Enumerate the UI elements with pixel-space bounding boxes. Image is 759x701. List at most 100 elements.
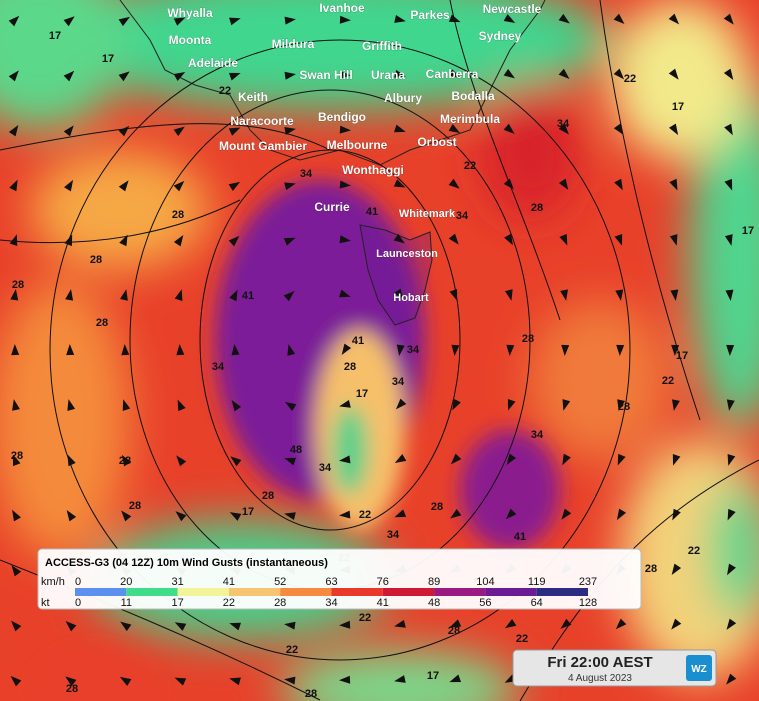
wind-arrow (284, 621, 296, 630)
wind-arrow (66, 510, 77, 522)
wind-arrow (339, 510, 351, 519)
wind-arrow (339, 399, 351, 408)
wind-arrow (668, 13, 680, 25)
wind-arrow (11, 565, 22, 577)
wind-arrow (503, 178, 514, 190)
wind-arrow (723, 68, 734, 81)
wind-arrow (724, 234, 733, 246)
wind-arrow (558, 68, 570, 79)
wind-arrow (284, 676, 296, 685)
wind-arrow (12, 399, 20, 411)
contour-label: 17 (49, 30, 61, 42)
place-label: Urana (371, 68, 405, 82)
wind-arrow (9, 179, 18, 192)
contour-label: 22 (464, 160, 476, 172)
legend-kt-label: 0 (75, 597, 81, 609)
wind-arrow (176, 455, 187, 467)
logo-box (686, 655, 712, 681)
wind-arrow (11, 344, 20, 356)
contour-label: 28 (645, 563, 657, 575)
wind-arrow (12, 454, 21, 467)
wind-arrow (562, 399, 571, 411)
wind-arrow (449, 288, 458, 301)
wind-arrow (617, 453, 626, 466)
contour-label: 34 (456, 210, 469, 222)
legend-kmh-label: 119 (528, 576, 546, 588)
place-label: Bodalla (451, 89, 495, 103)
wind-arrow (339, 675, 351, 684)
legend-kmh-label: 31 (171, 576, 183, 588)
place-labels: Whyalla Ivanhoe Parkes Newcastle Moonta Mildu… (167, 1, 542, 305)
legend-swatch (331, 588, 383, 596)
wind-arrow (177, 399, 186, 412)
contour-label: 48 (290, 444, 302, 456)
wind-arrow (394, 15, 406, 23)
wind-arrow (8, 15, 20, 27)
place-label: Canberra (426, 67, 479, 81)
wind-arrow (672, 453, 681, 466)
place-label: Merimbula (440, 112, 500, 126)
wind-arrow (121, 510, 132, 522)
wind-arrow (174, 622, 187, 631)
contour-label: 41 (242, 290, 254, 302)
place-label: Melbourne (327, 138, 388, 152)
place-label: Parkes (410, 8, 450, 22)
legend-swatch (485, 588, 537, 596)
contour-label: 28 (119, 455, 131, 467)
wind-arrow (284, 16, 296, 25)
contour-label: 28 (11, 450, 23, 462)
wind-arrow (504, 289, 513, 301)
wind-arrow (727, 508, 736, 521)
wind-arrow (503, 68, 515, 79)
legend-kt-label: 28 (274, 597, 286, 609)
contour-label: 28 (12, 279, 24, 291)
wind-arrow (174, 289, 183, 301)
wind-arrow (393, 124, 406, 133)
wind-arrow (230, 456, 242, 467)
wind-arrow (448, 178, 460, 189)
wind-arrow (63, 70, 75, 82)
wind-arrow (339, 455, 351, 464)
contour-label: 34 (531, 429, 544, 441)
wind-arrow (339, 620, 351, 629)
legend-kt-label: 64 (531, 597, 543, 609)
wind-arrow (394, 509, 407, 518)
wind-arrow (118, 125, 130, 137)
contour-label: 28 (66, 683, 78, 695)
contour-label: 28 (129, 500, 141, 512)
wind-arrow (393, 233, 405, 244)
wind-arrow (118, 16, 131, 27)
contour-label: 22 (688, 545, 700, 557)
legend-swatch (536, 588, 588, 596)
contour-label: 22 (219, 85, 231, 97)
wind-arrow (507, 398, 516, 411)
wind-arrow (174, 677, 187, 686)
legend-title: ACCESS-G3 (04 12Z) 10m Wind Gusts (insta… (45, 557, 328, 569)
wind-arrow (173, 126, 185, 137)
wind-arrow (561, 344, 570, 356)
legend-swatch (382, 588, 435, 596)
place-label: Newcastle (483, 2, 542, 16)
wind-arrow (284, 182, 296, 191)
wind-arrow (449, 674, 462, 683)
wind-arrow (65, 289, 74, 301)
wind-arrow (724, 123, 733, 136)
legend-kmh-label: 89 (428, 576, 440, 588)
wind-arrow (229, 512, 242, 521)
wind-arrow (723, 13, 734, 25)
place-label: Sydney (479, 29, 522, 43)
wind-arrow (284, 127, 296, 135)
wind-arrow (121, 344, 130, 356)
contour-label: 28 (618, 401, 630, 413)
wind-arrow (341, 343, 352, 355)
place-label: Bendigo (318, 110, 366, 124)
wind-arrow (560, 618, 572, 629)
timestamp: Fri 22:00 AEST 4 August 2023 WZ (512, 649, 717, 687)
wind-arrow (616, 344, 625, 356)
wind-arrow (669, 234, 678, 246)
legend-unit: km/h (41, 576, 65, 588)
place-label: Orbost (417, 135, 456, 149)
place-label: Swan Hill (299, 68, 352, 82)
legend-kmh-label: 41 (223, 576, 235, 588)
